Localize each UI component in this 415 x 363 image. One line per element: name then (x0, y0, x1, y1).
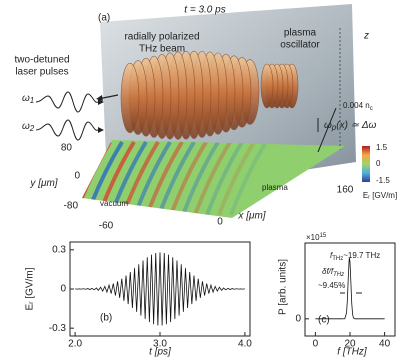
colorbar-tick: -1.5 (376, 176, 390, 185)
oscillator-label: plasma (284, 28, 317, 39)
x-tick-label: 0 (217, 217, 223, 228)
x-tick-label: 40 (379, 339, 391, 350)
y-tick-label: 0.3 (52, 244, 66, 255)
multiplier: ×10 (306, 233, 320, 242)
y-axis-label: P [arb. units] (278, 259, 289, 315)
data-line (315, 257, 385, 320)
vacuum-label: vacuum (100, 199, 128, 208)
omega: ω (22, 93, 30, 104)
y-tick-label: -0.3 (49, 323, 67, 334)
beam-label: THz beam (139, 44, 185, 55)
stripe (217, 140, 256, 216)
time-label: t = 3.0 ps (184, 5, 225, 16)
y-axis-label: y [μm] (29, 178, 57, 189)
width-value: ~9.45% (318, 281, 345, 290)
y-tick-label: 0 (60, 284, 66, 295)
width: δf/f (322, 267, 334, 276)
width-sub: THz (333, 272, 344, 278)
colorbar (362, 146, 370, 182)
z-label: z (363, 31, 369, 42)
x-axis-label: t [ps] (149, 347, 171, 358)
resonance-sub: p (331, 123, 337, 132)
colorbar-tick: 1.5 (376, 143, 388, 152)
peak-sub: THz (332, 256, 343, 262)
x-tick-label: 4.0 (238, 339, 252, 350)
plots: Eᵣ [GV/m] t [ps] (b) P [arb. units] f [T… (25, 233, 396, 358)
beam-ring (120, 62, 140, 134)
y-axis-label: Eᵣ [GV/m] (25, 267, 36, 310)
omega-label: ω2 (22, 121, 35, 133)
oscillator-label: oscillator (280, 40, 320, 51)
panel-a: (a) t = 3.0 ps radially polarized THz be… (14, 4, 397, 232)
width-label: δf/fTHz (322, 267, 344, 277)
density-label: 0.004 nc (343, 101, 373, 111)
panel-label: (a) (98, 13, 110, 24)
x-tick-label: 2.0 (68, 339, 82, 350)
density-pointer (317, 107, 337, 153)
colorbar-label: Eᵣ [GV/m] (363, 191, 397, 200)
resonance: ω (324, 120, 332, 131)
peak-rest: ~19.7 THz (343, 251, 380, 260)
panel-label: (c) (318, 315, 330, 326)
arrow-head (98, 127, 104, 133)
resonance-label: ωp(x) ≃ Δω (324, 120, 377, 132)
stripe (145, 140, 184, 216)
y-tick-label: 0 (74, 171, 80, 182)
laser-label: two-detuned (14, 55, 69, 66)
x-axis-label: f [THz] (337, 347, 367, 358)
omega-label: ω1 (22, 93, 34, 105)
arrow-head (98, 99, 104, 105)
panel-label: (b) (100, 313, 112, 324)
y-tick-label: 80 (61, 143, 73, 154)
peak: f (330, 251, 333, 260)
laser-label: laser pulses (15, 67, 68, 78)
oscillator-ring (260, 63, 274, 109)
x-tick-label: -60 (99, 221, 114, 232)
omega: ω (22, 121, 30, 132)
stripe (169, 140, 208, 216)
density-sub: c (370, 106, 373, 112)
plasma-label: plasma (262, 183, 288, 192)
resonance-rest: (x) ≃ Δω (336, 120, 376, 131)
omega-sub: 2 (29, 124, 35, 133)
density: 0.004 n (343, 101, 370, 110)
laser-pulse-1 (35, 91, 99, 113)
x-tick-label: 160 (337, 185, 354, 196)
omega-sub: 1 (30, 96, 34, 105)
arrow-head (96, 95, 103, 101)
multiplier: ×1015 (306, 233, 327, 243)
y-tick-label: -80 (64, 201, 79, 212)
stripe (193, 140, 232, 216)
x-tick-label: 0 (313, 339, 319, 350)
beam-label: radially polarized (124, 32, 199, 43)
multiplier-sup: 15 (320, 233, 327, 239)
stripe (205, 140, 244, 216)
x-tick-label: 3.0 (153, 339, 167, 350)
peak-label: fTHz~19.7 THz (330, 251, 380, 261)
y-tick-label: 0 (295, 313, 301, 324)
x-axis-label: x [μm] (237, 211, 265, 222)
thz-beam (120, 50, 299, 140)
stripe (181, 140, 220, 216)
x-tick-label: 20 (344, 339, 356, 350)
colorbar-tick: 0 (376, 159, 381, 168)
y-axis-label: y [μm] (29, 178, 57, 189)
stripe (157, 140, 196, 216)
stripe (229, 140, 268, 216)
data-line (75, 252, 245, 326)
laser-pulse-2 (35, 119, 99, 141)
